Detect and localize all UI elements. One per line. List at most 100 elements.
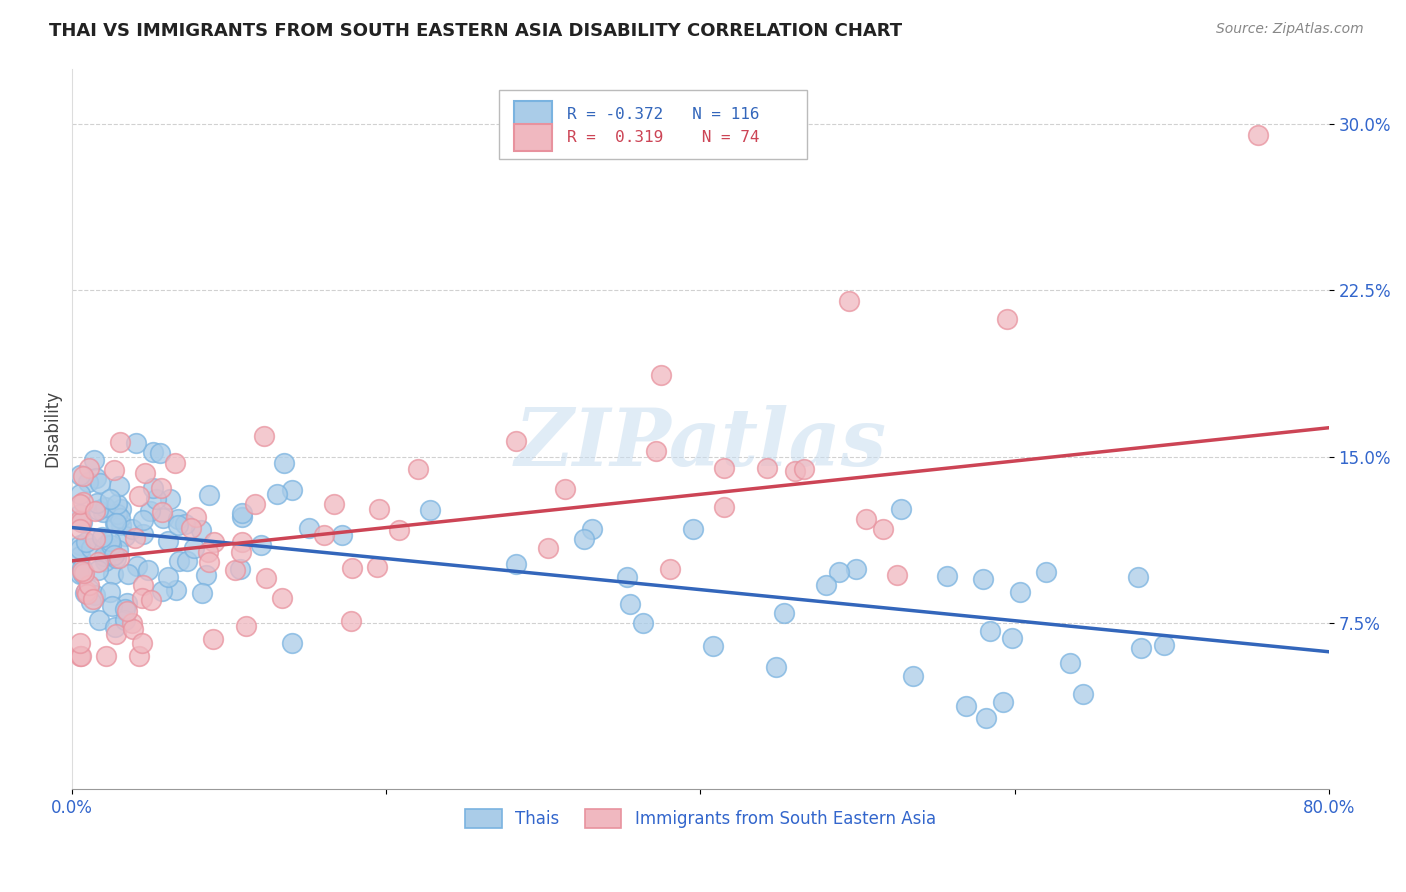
Point	[69, 497, 91, 511]
Point	[765, 660, 787, 674]
Point	[84, 471, 107, 485]
Point	[505, 558, 527, 572]
Point	[108, 511, 131, 525]
Point	[253, 429, 276, 443]
Point	[979, 624, 1001, 638]
Point	[132, 577, 155, 591]
Point	[366, 559, 388, 574]
FancyBboxPatch shape	[515, 101, 553, 128]
Point	[121, 522, 143, 536]
Point	[104, 516, 127, 530]
Point	[77, 582, 100, 597]
Point	[73, 586, 96, 600]
Point	[72, 567, 94, 582]
Point	[323, 497, 346, 511]
Point	[166, 512, 188, 526]
FancyBboxPatch shape	[499, 90, 807, 159]
Point	[176, 554, 198, 568]
Point	[125, 436, 148, 450]
Point	[98, 585, 121, 599]
Point	[107, 550, 129, 565]
Point	[682, 523, 704, 537]
Point	[94, 648, 117, 663]
Y-axis label: Disability: Disability	[44, 391, 60, 467]
Point	[122, 622, 145, 636]
Point	[314, 528, 336, 542]
Point	[94, 554, 117, 568]
Point	[159, 492, 181, 507]
Point	[80, 595, 103, 609]
Point	[198, 488, 221, 502]
Point	[142, 481, 165, 495]
Point	[70, 649, 93, 664]
Point	[1008, 585, 1031, 599]
Point	[127, 558, 149, 573]
Point	[69, 538, 91, 552]
Point	[183, 541, 205, 555]
Point	[838, 294, 860, 309]
Point	[128, 489, 150, 503]
Point	[82, 592, 104, 607]
Point	[1129, 640, 1152, 655]
Text: R =  0.319    N = 74: R = 0.319 N = 74	[567, 130, 759, 145]
Point	[141, 592, 163, 607]
Point	[180, 521, 202, 535]
Point	[650, 368, 672, 382]
Point	[1071, 687, 1094, 701]
Point	[991, 695, 1014, 709]
Point	[773, 607, 796, 621]
Point	[631, 616, 654, 631]
Point	[91, 530, 114, 544]
Point	[713, 500, 735, 514]
Point	[955, 699, 977, 714]
Point	[156, 570, 179, 584]
Point	[105, 516, 128, 530]
Point	[270, 591, 292, 605]
Point	[87, 556, 110, 570]
Point	[139, 504, 162, 518]
Point	[75, 584, 97, 599]
Point	[224, 563, 246, 577]
Point	[974, 711, 997, 725]
Point	[231, 535, 253, 549]
Point	[616, 570, 638, 584]
Point	[108, 478, 131, 492]
Point	[69, 549, 91, 563]
Point	[70, 561, 93, 575]
Point	[105, 626, 128, 640]
Point	[128, 649, 150, 664]
Point	[554, 482, 576, 496]
Point	[101, 566, 124, 581]
Point	[75, 535, 97, 549]
Point	[69, 523, 91, 537]
Point	[783, 464, 806, 478]
Point	[87, 563, 110, 577]
Point	[972, 572, 994, 586]
Point	[901, 669, 924, 683]
Point	[69, 649, 91, 664]
Point	[105, 508, 128, 522]
Point	[197, 545, 219, 559]
Point	[110, 517, 132, 532]
Point	[94, 500, 117, 514]
Point	[107, 497, 129, 511]
Point	[815, 578, 838, 592]
Point	[201, 632, 224, 646]
Point	[70, 516, 93, 530]
Text: ZIPatlas: ZIPatlas	[515, 405, 887, 482]
Point	[72, 494, 94, 508]
Point	[793, 462, 815, 476]
Point	[250, 538, 273, 552]
Point	[173, 516, 195, 531]
Point	[298, 521, 321, 535]
Point	[80, 541, 103, 556]
Point	[87, 613, 110, 627]
Text: R = -0.372   N = 116: R = -0.372 N = 116	[567, 107, 759, 122]
Legend: Thais, Immigrants from South Eastern Asia: Thais, Immigrants from South Eastern Asi…	[458, 803, 942, 835]
Point	[131, 513, 153, 527]
Point	[114, 613, 136, 627]
Point	[1153, 638, 1175, 652]
Point	[117, 567, 139, 582]
Point	[658, 562, 681, 576]
Point	[367, 502, 389, 516]
